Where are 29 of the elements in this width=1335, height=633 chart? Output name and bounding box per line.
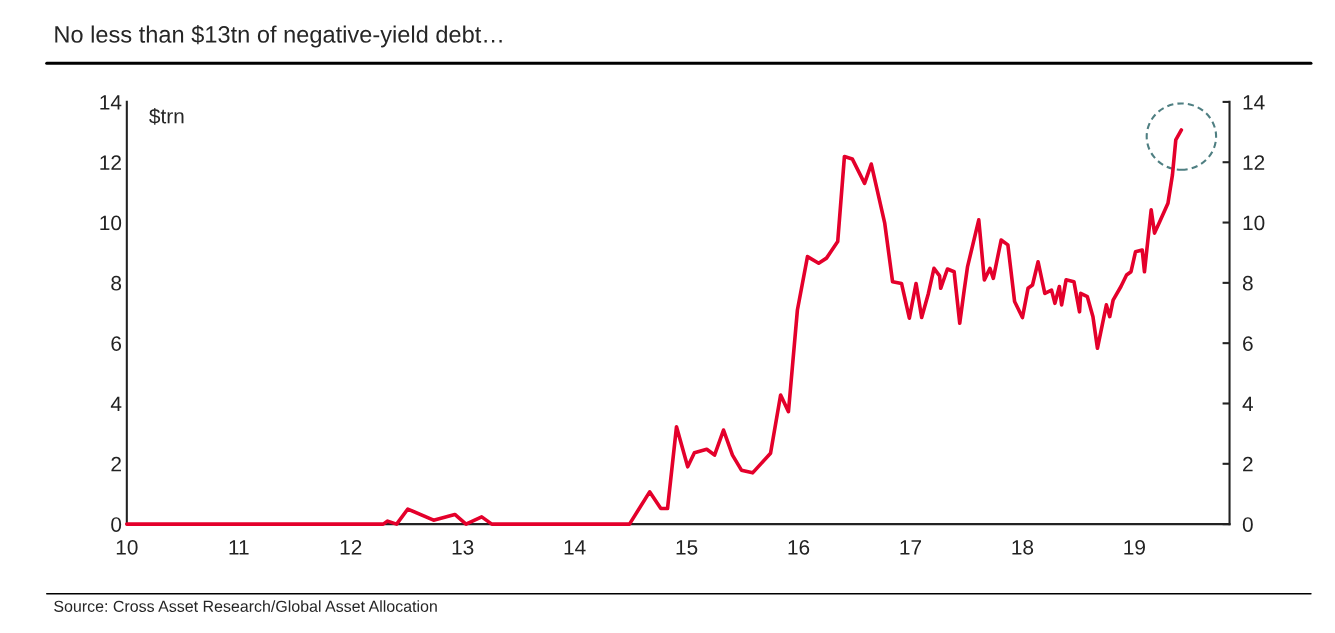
y2-tick-label: 14 xyxy=(1243,95,1265,110)
y2-tick-label: 4 xyxy=(1242,396,1254,412)
source-note: Source: Cross Asset Research/Global Asset Allocation xyxy=(54,600,437,612)
x-tick-label: 16 xyxy=(788,539,810,555)
x-tick-label: 19 xyxy=(1124,539,1145,555)
y-tick-label: 6 xyxy=(111,336,122,351)
y-tick-label: 10 xyxy=(100,215,122,231)
y-tick-label: 2 xyxy=(111,456,121,472)
x-tick-label: 14 xyxy=(564,540,586,555)
x-tick-label: 17 xyxy=(900,540,922,555)
y-axis-title: $trn xyxy=(149,107,184,125)
x-tick-label: 18 xyxy=(1012,539,1034,555)
line-series xyxy=(125,128,1184,526)
y2-tick-label: 0 xyxy=(1242,517,1253,532)
x-tick-label: 15 xyxy=(676,540,698,555)
y2-tick-label: 2 xyxy=(1243,456,1253,472)
x-tick-label: 11 xyxy=(229,540,249,555)
y2-tick-label: 8 xyxy=(1242,275,1253,291)
x-tick-label: 12 xyxy=(340,539,362,555)
y-tick-label: 4 xyxy=(110,396,122,412)
y-tick-label: 12 xyxy=(100,155,121,170)
y2-tick-label: 10 xyxy=(1243,215,1265,231)
x-tick-label: 13 xyxy=(452,539,474,555)
y2-tick-label: 12 xyxy=(1243,155,1265,170)
chart-title: No less than $13tn of negative-yield debt… xyxy=(55,25,502,48)
y-tick-label: 14 xyxy=(100,95,122,110)
y2-tick-label: 6 xyxy=(1243,336,1253,351)
y-tick-label: 0 xyxy=(111,517,122,532)
y-tick-label: 8 xyxy=(111,275,122,291)
